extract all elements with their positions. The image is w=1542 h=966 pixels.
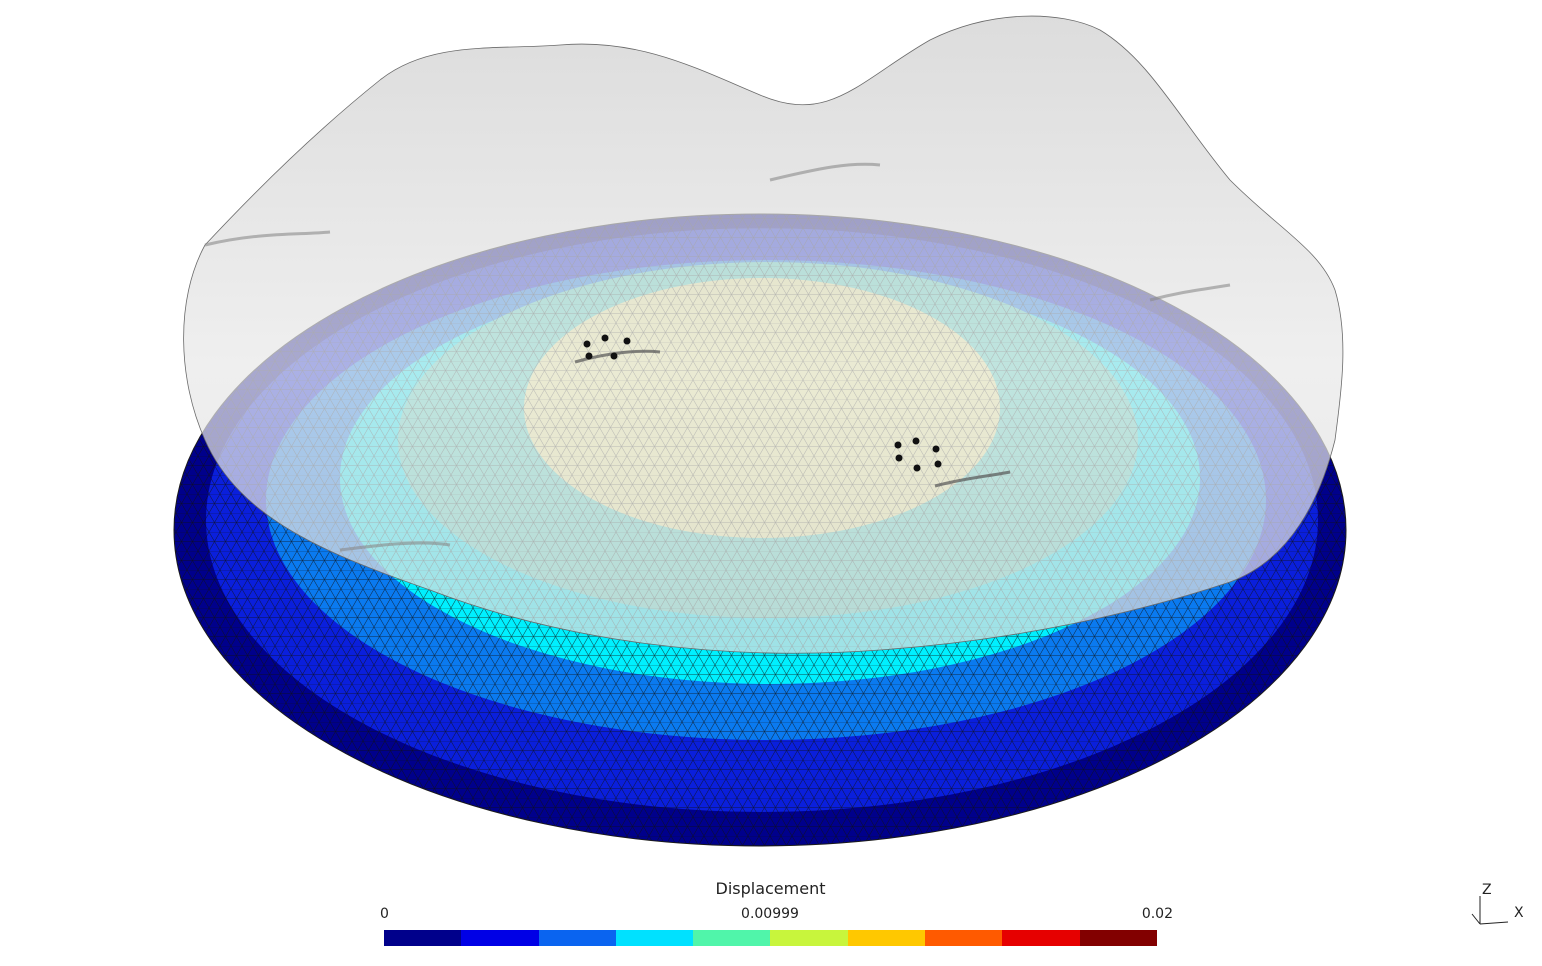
legend-color-scale bbox=[384, 930, 1157, 946]
axis-triad: Z X bbox=[1468, 880, 1528, 930]
node-marker bbox=[583, 340, 591, 348]
legend-swatch-10 bbox=[1079, 930, 1157, 946]
legend-max-label: 0.02 bbox=[1141, 906, 1173, 922]
node-marker bbox=[601, 334, 609, 342]
node-marker bbox=[623, 337, 631, 345]
undeformed-shape-overlay bbox=[183, 15, 1344, 654]
node-marker bbox=[585, 352, 593, 360]
legend-swatch-3 bbox=[538, 930, 616, 946]
color-legend: Displacement 0 0.00999 0.02 bbox=[380, 876, 1173, 948]
legend-title: Displacement bbox=[715, 879, 826, 898]
constraint-nodes-right bbox=[894, 437, 942, 472]
node-marker bbox=[913, 464, 921, 472]
node-marker bbox=[610, 352, 618, 360]
node-marker bbox=[895, 454, 903, 462]
legend-swatch-7 bbox=[847, 930, 926, 946]
legend-min-label: 0 bbox=[380, 906, 389, 922]
node-marker bbox=[894, 441, 902, 449]
legend-swatch-9 bbox=[1002, 930, 1080, 946]
z-axis-label: Z bbox=[1482, 882, 1492, 898]
axis-triad-icon bbox=[1471, 896, 1509, 925]
legend-swatch-1 bbox=[384, 930, 462, 946]
model-viewport[interactable] bbox=[0, 0, 1542, 870]
node-marker bbox=[932, 445, 940, 453]
x-axis-label: X bbox=[1514, 905, 1524, 921]
constraint-nodes-left bbox=[583, 334, 631, 360]
legend-swatch-5 bbox=[693, 930, 771, 946]
legend-swatch-6 bbox=[770, 930, 848, 946]
node-marker bbox=[934, 460, 942, 468]
node-marker bbox=[912, 437, 920, 445]
legend-swatch-2 bbox=[461, 930, 539, 946]
legend-swatch-8 bbox=[925, 930, 1003, 946]
legend-mid-label: 0.00999 bbox=[741, 906, 799, 922]
legend-swatch-4 bbox=[615, 930, 694, 946]
